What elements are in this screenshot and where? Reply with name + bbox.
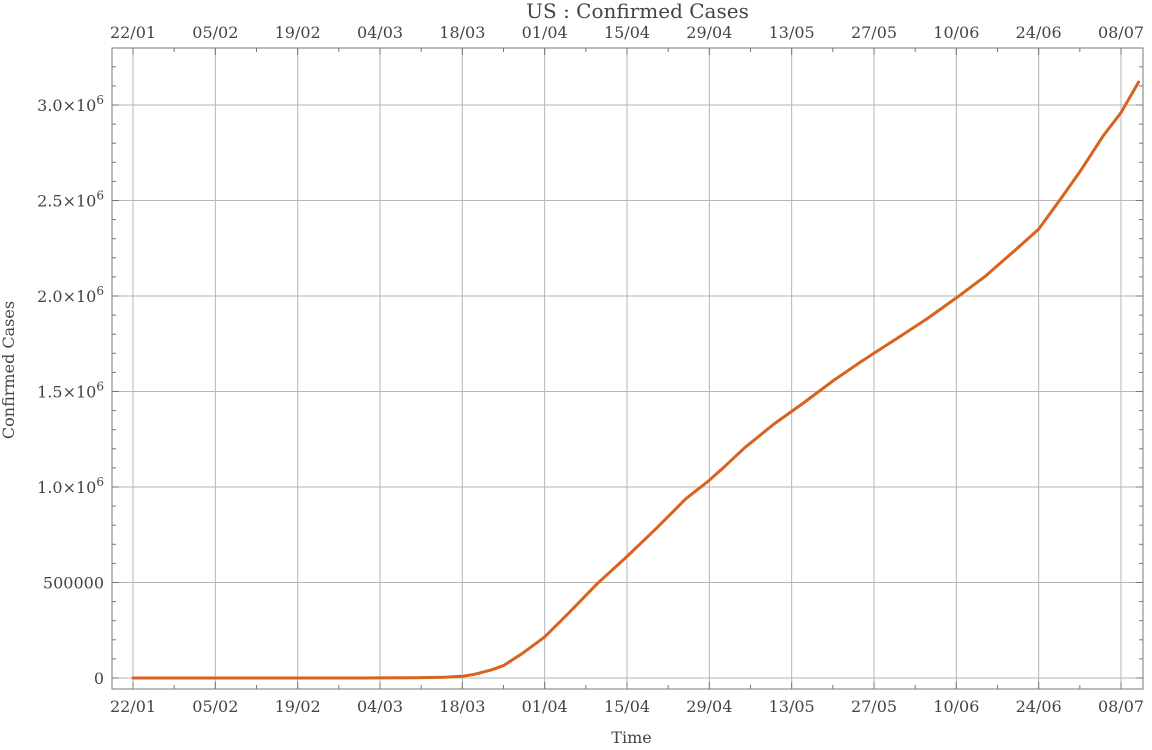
y-tick-label: 2.5×106 — [37, 189, 104, 211]
y-tick-label: 0 — [94, 669, 104, 688]
y-axis-label: Confirmed Cases — [0, 301, 18, 439]
x-tick-label-top: 01/04 — [522, 23, 568, 42]
x-tick-label-bottom: 19/02 — [275, 697, 321, 716]
y-tick-label: 3.0×106 — [37, 93, 104, 115]
x-tick-label-bottom: 22/01 — [110, 697, 156, 716]
x-tick-label-bottom: 29/04 — [686, 697, 732, 716]
x-tick-label-bottom: 04/03 — [357, 697, 403, 716]
x-axis-label: Time — [611, 728, 651, 747]
x-tick-label-top: 18/03 — [439, 23, 485, 42]
x-tick-label-top: 24/06 — [1016, 23, 1062, 42]
x-tick-label-bottom: 05/02 — [192, 697, 238, 716]
y-tick-label: 500000 — [43, 574, 104, 593]
confirmed-cases-line — [131, 80, 1141, 680]
x-tick-label-top: 29/04 — [686, 23, 732, 42]
y-tick-label: 1.0×106 — [37, 475, 104, 497]
x-tick-label-top: 08/07 — [1098, 23, 1144, 42]
x-tick-label-bottom: 01/04 — [522, 697, 568, 716]
x-tick-label-top: 15/04 — [604, 23, 650, 42]
x-tick-label-bottom: 13/05 — [769, 697, 815, 716]
x-tick-label-top: 10/06 — [933, 23, 979, 42]
grid — [112, 48, 1143, 689]
x-tick-label-top: 19/02 — [275, 23, 321, 42]
y-tick-label: 1.5×106 — [37, 380, 104, 402]
axis-ticks — [112, 48, 1143, 689]
chart-title: US : Confirmed Cases — [526, 0, 749, 23]
y-tick-label: 2.0×106 — [37, 284, 104, 306]
x-tick-label-bottom: 27/05 — [851, 697, 897, 716]
x-tick-label-bottom: 24/06 — [1016, 697, 1062, 716]
tick-labels: 22/01 22/01 05/02 05/02 19/02 19/02 04/03 04/03… — [37, 23, 1144, 716]
x-tick-label-bottom: 18/03 — [439, 697, 485, 716]
x-tick-label-top: 22/01 — [110, 23, 156, 42]
x-tick-label-bottom: 15/04 — [604, 697, 650, 716]
x-tick-label-top: 05/02 — [192, 23, 238, 42]
series-layer — [131, 80, 1141, 680]
x-tick-label-top: 04/03 — [357, 23, 403, 42]
x-tick-label-bottom: 10/06 — [933, 697, 979, 716]
x-tick-label-top: 27/05 — [851, 23, 897, 42]
x-tick-label-top: 13/05 — [769, 23, 815, 42]
x-tick-label-bottom: 08/07 — [1098, 697, 1144, 716]
